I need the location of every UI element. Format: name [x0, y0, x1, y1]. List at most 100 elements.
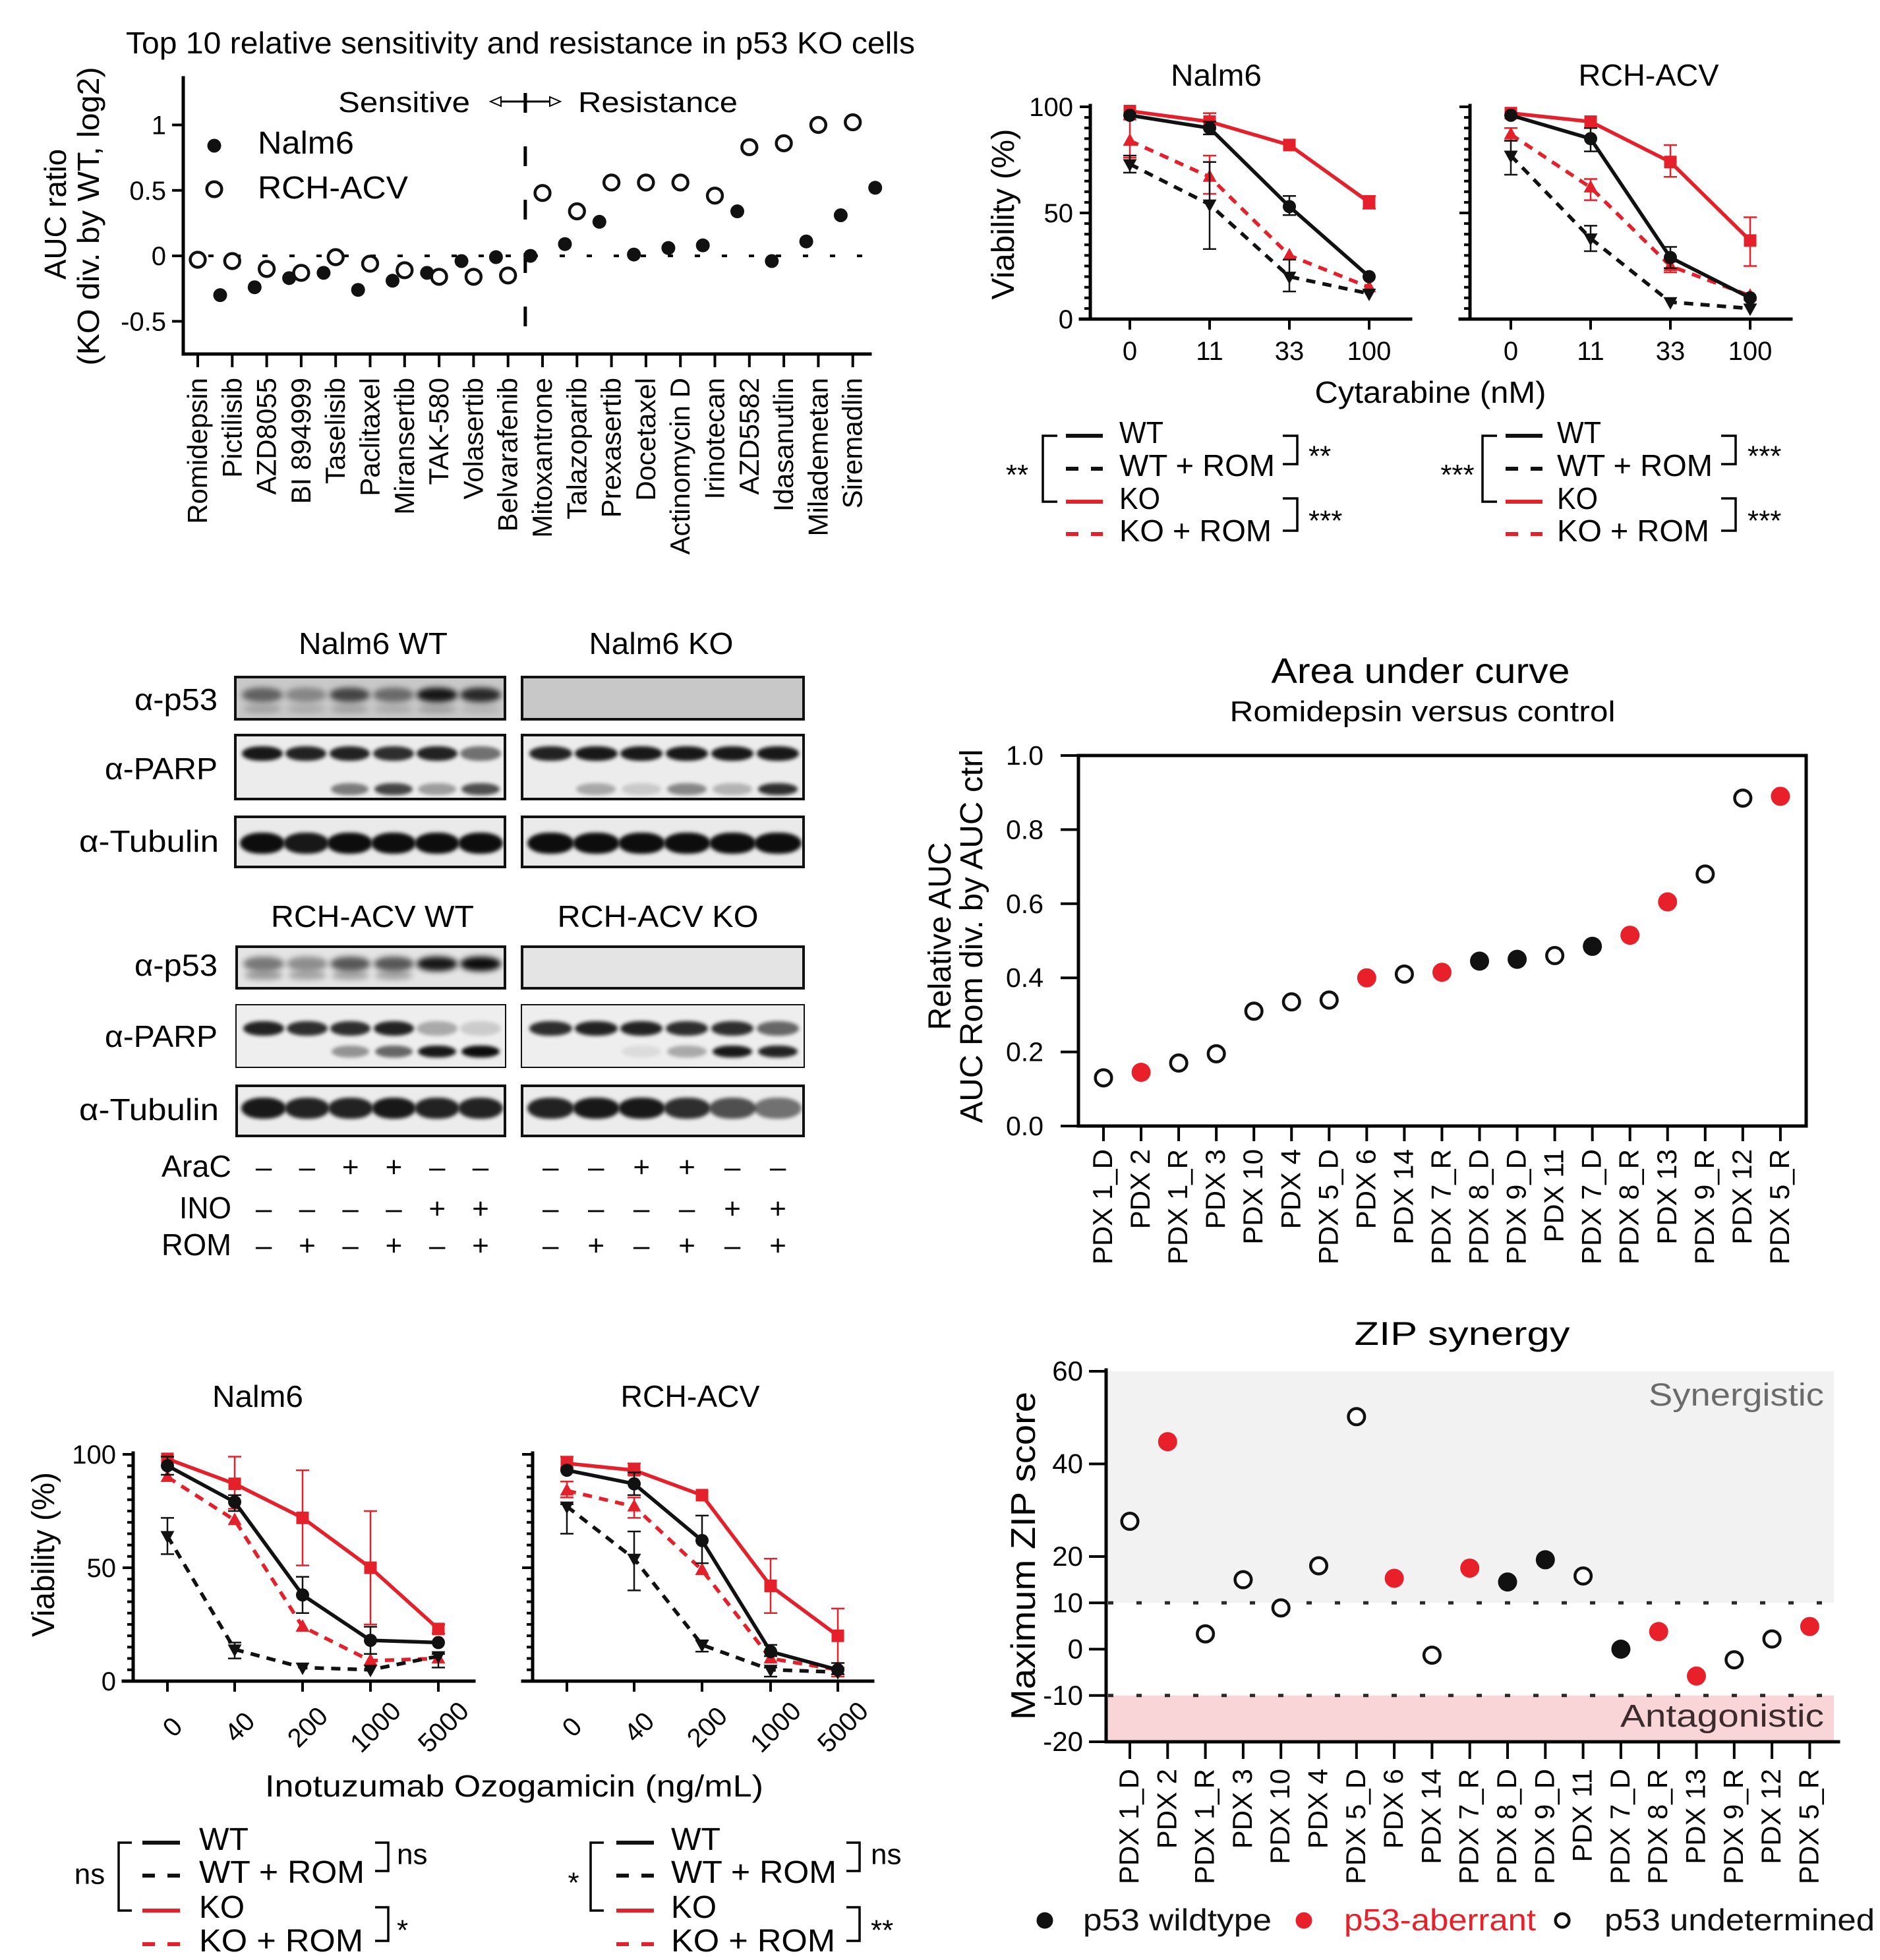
x-tick-label: Idasanutlin: [768, 378, 799, 512]
treatment-sign: –: [429, 1230, 446, 1262]
legend-label: WT + ROM: [1557, 448, 1713, 483]
x-tick-label: 5000: [812, 1696, 874, 1758]
marker-filled-circle: [560, 1464, 573, 1477]
point-pdx-14: [1422, 1646, 1442, 1665]
treatment-label-arac: AraC: [162, 1149, 231, 1183]
point-pdx-1-r: [1196, 1624, 1216, 1644]
treatment-sign: +: [769, 1230, 786, 1262]
legend-label-undetermined: p53 undetermined: [1604, 1903, 1875, 1937]
point-pdx-7-d: [1583, 936, 1602, 956]
y-tick-label: 0.2: [1006, 1037, 1043, 1067]
marker-filled-circle: [831, 1663, 844, 1677]
point-pdx-12: [1733, 788, 1753, 808]
significance-label: *: [568, 1867, 579, 1899]
marker-triangle-up: [695, 1562, 709, 1575]
treatment-sign: –: [633, 1230, 650, 1262]
y-tick-label: 0.6: [1006, 889, 1043, 919]
y-tick-label: 40: [1052, 1448, 1083, 1479]
x-tick-label: 33: [1656, 337, 1686, 366]
legend-marker-nalm6: [207, 138, 221, 153]
legend-label: KO + ROM: [671, 1924, 835, 1959]
point-pdx-13: [1658, 892, 1678, 912]
y-tick-label: 1.0: [1006, 740, 1043, 771]
panel-inotuzumab-rch-acv: RCH-ACV 0 40 200 1000 5000: [521, 1379, 875, 1758]
x-axis-label-cytarabine: Cytarabine (nM): [1315, 375, 1546, 409]
marker-square: [1584, 115, 1597, 129]
point-rch-acv: [705, 187, 724, 205]
marker-square: [764, 1580, 777, 1593]
x-axis-label-inotuzumab: Inotuzumab Ozogamicin (ng/mL): [265, 1769, 763, 1803]
point-rch-acv: [396, 261, 414, 280]
antibody-label-tubulin: α-Tubulin: [79, 1092, 219, 1127]
legend-label: KO + ROM: [1119, 514, 1272, 548]
point-pdx-10: [1244, 1001, 1264, 1021]
treatment-sign: +: [678, 1230, 695, 1262]
point-rch-acv: [326, 248, 345, 266]
legend-label: WT + ROM: [1119, 448, 1275, 483]
x-tick-label: PDX 5_R: [1793, 1769, 1824, 1884]
legend-marker-rch-acv: [205, 180, 223, 198]
treatment-label-ino: INO: [179, 1191, 231, 1225]
point-pdx-4: [1308, 1556, 1329, 1576]
x-tick-label: Irinotecan: [699, 378, 730, 499]
treatment-sign: –: [342, 1230, 359, 1262]
point-nalm6: [351, 283, 365, 297]
series-wt: [1123, 108, 1376, 283]
x-tick-label: PDX 4: [1275, 1149, 1306, 1229]
blot-title-rch-acv-wt: RCH-ACV WT: [271, 899, 474, 934]
x-tick-label: PDX 5_D: [1340, 1769, 1371, 1884]
x-tick-label: PDX 5_D: [1312, 1149, 1343, 1264]
legend-marker-wildtype: [1036, 1912, 1053, 1929]
treatment-sign: +: [678, 1151, 695, 1183]
point-nalm6: [316, 266, 331, 280]
x-tick-label: PDX 11: [1567, 1769, 1598, 1862]
point-pdx-13: [1687, 1666, 1706, 1686]
x-tick-label: 40: [619, 1707, 661, 1748]
y-axis-label: Viability (%): [26, 1472, 61, 1637]
marker-filled-circle: [1744, 291, 1757, 305]
antibody-label-p53: α-p53: [134, 682, 218, 717]
treatment-sign: +: [299, 1230, 316, 1262]
marker-triangle-down: [1583, 233, 1598, 247]
significance-label: ***: [1748, 440, 1781, 473]
point-pdx-9-d: [1508, 949, 1527, 969]
marker-filled-circle: [432, 1636, 445, 1649]
x-tick-label: BI 894999: [285, 378, 316, 504]
series-wt: [1504, 108, 1757, 305]
arrowhead-left: [488, 96, 502, 107]
point-pdx-11: [1573, 1566, 1593, 1586]
marker-triangle-down: [1663, 297, 1678, 310]
legend-label: WT: [1119, 415, 1163, 450]
point-pdx-2: [1158, 1432, 1177, 1452]
y-tick-label: -0.5: [121, 307, 166, 336]
marker-square: [628, 1464, 641, 1477]
y-axis-label: AUC ratio: [38, 149, 73, 280]
treatment-sign: –: [679, 1193, 695, 1225]
significance-label: ns: [871, 1839, 901, 1871]
significance-bracket: [1721, 434, 1737, 465]
x-tick-label: PDX 6: [1350, 1149, 1381, 1229]
x-tick-label: Docetaxel: [630, 378, 661, 501]
series-ko-rom: [1123, 119, 1376, 293]
legend-label: KO + ROM: [199, 1924, 363, 1959]
significance-bracket-wt-vs-ko: [1042, 434, 1057, 503]
x-tick-label: TAK-580: [423, 378, 454, 485]
treatment-sign: –: [543, 1230, 559, 1262]
series-line: [1129, 162, 1370, 296]
treatment-sign: +: [769, 1193, 786, 1225]
marker-square: [831, 1629, 844, 1642]
point-pdx-7-r: [1460, 1559, 1480, 1578]
marker-square: [1283, 138, 1296, 152]
marker-filled-circle: [296, 1588, 309, 1602]
x-tick-label: 100: [1728, 337, 1773, 366]
x-tick-label: Prexasertib: [596, 378, 627, 518]
treatment-sign: –: [386, 1193, 402, 1225]
legend-label-wildtype: p53 wildtype: [1083, 1903, 1272, 1937]
marker-filled-circle: [1203, 121, 1216, 135]
marker-square: [364, 1561, 377, 1574]
significance-label: *: [397, 1915, 408, 1947]
marker-square: [1744, 234, 1757, 247]
point-pdx-5-d: [1319, 990, 1339, 1010]
significance-label: ***: [1748, 505, 1781, 537]
